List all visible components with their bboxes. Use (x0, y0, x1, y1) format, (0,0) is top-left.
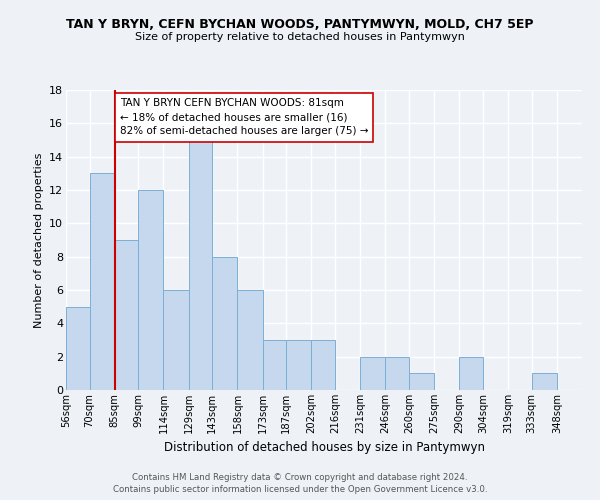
Bar (188, 140, 212, 390)
Bar (311, 340, 335, 390)
Bar (286, 340, 311, 390)
Bar (89, 174, 115, 390)
Text: TAN Y BRYN, CEFN BYCHAN WOODS, PANTYMWYN, MOLD, CH7 5EP: TAN Y BRYN, CEFN BYCHAN WOODS, PANTYMWYN… (66, 18, 534, 30)
Text: Size of property relative to detached houses in Pantymwyn: Size of property relative to detached ho… (135, 32, 465, 42)
Bar (115, 240, 138, 390)
Bar (163, 290, 188, 390)
Bar (360, 356, 385, 390)
Bar (212, 256, 238, 390)
X-axis label: Distribution of detached houses by size in Pantymwyn: Distribution of detached houses by size … (163, 442, 485, 454)
Text: TAN Y BRYN CEFN BYCHAN WOODS: 81sqm
← 18% of detached houses are smaller (16)
82: TAN Y BRYN CEFN BYCHAN WOODS: 81sqm ← 18… (120, 98, 368, 136)
Bar (238, 290, 263, 390)
Text: Contains public sector information licensed under the Open Government Licence v3: Contains public sector information licen… (113, 485, 487, 494)
Bar (460, 356, 483, 390)
Text: Contains HM Land Registry data © Crown copyright and database right 2024.: Contains HM Land Registry data © Crown c… (132, 472, 468, 482)
Bar (385, 356, 409, 390)
Bar (409, 374, 434, 390)
Bar (66, 306, 89, 390)
Bar (532, 374, 557, 390)
Y-axis label: Number of detached properties: Number of detached properties (34, 152, 44, 328)
Bar (138, 190, 163, 390)
Bar (263, 340, 286, 390)
